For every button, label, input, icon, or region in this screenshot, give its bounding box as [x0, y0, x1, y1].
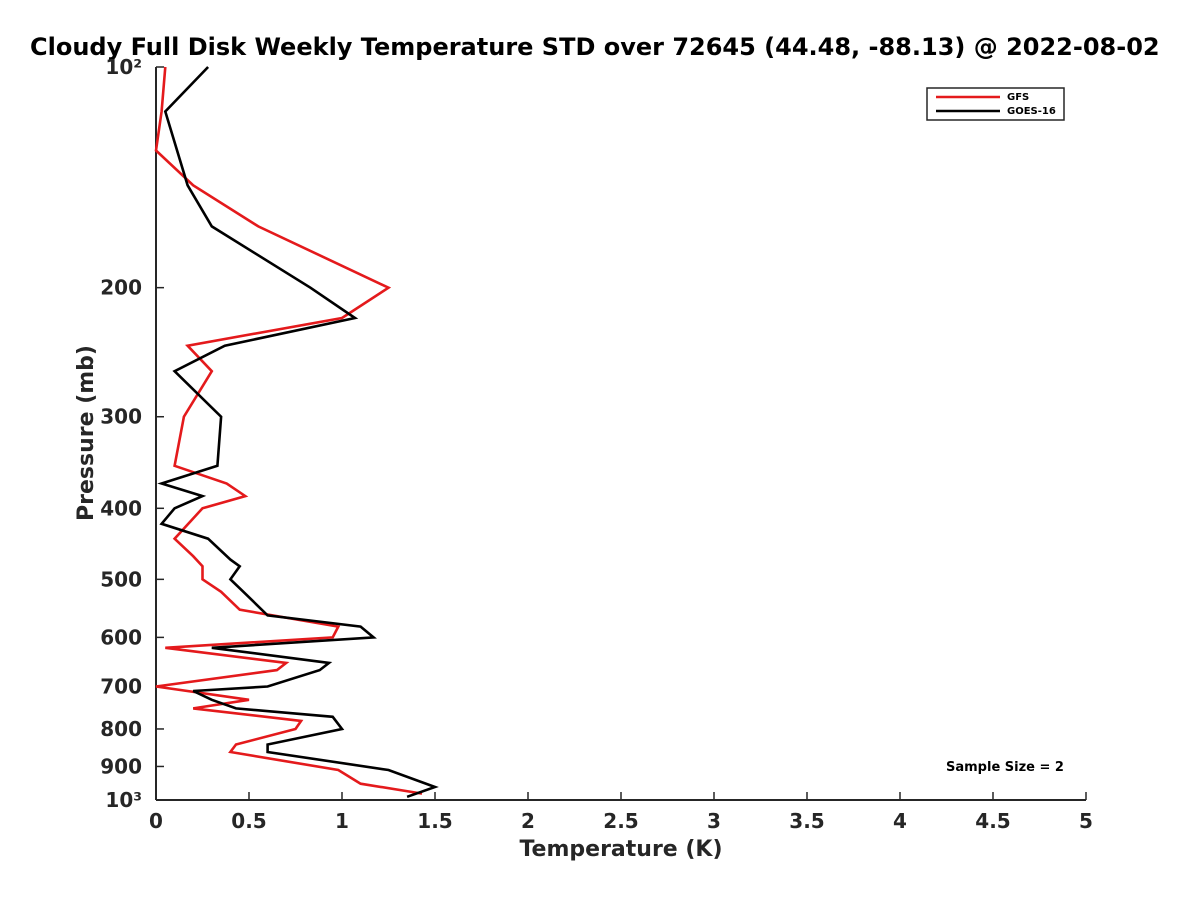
- x-tick-label: 2: [521, 809, 535, 833]
- x-tick-label: 3.5: [789, 809, 824, 833]
- x-tick-label: 1: [335, 809, 349, 833]
- x-axis-label: Temperature (K): [519, 837, 722, 862]
- chart-title: Cloudy Full Disk Weekly Temperature STD …: [30, 33, 1160, 61]
- x-tick-label: 4: [893, 809, 907, 833]
- legend-box: [926, 87, 1065, 121]
- x-tick-label: 0.5: [231, 809, 266, 833]
- series-lines: [154, 66, 439, 799]
- y-tick-label: 10²: [105, 55, 142, 79]
- y-tick-label: 300: [100, 405, 142, 429]
- series-line-goes16: [157, 66, 439, 799]
- x-ticks: 0 0.5 1 1.5 2 2.5 3 3.5 4 4.5 5: [149, 792, 1093, 833]
- y-tick-label: 700: [100, 674, 142, 698]
- y-axis-label: Pressure (mb): [74, 345, 99, 521]
- y-tick-label: 800: [100, 717, 142, 741]
- series-line-gfs: [154, 66, 423, 795]
- x-tick-label: 4.5: [975, 809, 1010, 833]
- y-tick-label: 200: [100, 276, 142, 300]
- x-tick-label: 0: [149, 809, 163, 833]
- legend: GFS GOES-16: [926, 87, 1065, 121]
- x-tick-label: 2.5: [603, 809, 638, 833]
- x-tick-label: 3: [707, 809, 721, 833]
- x-tick-label: 5: [1079, 809, 1093, 833]
- sample-size-annotation: Sample Size = 2: [946, 760, 1064, 775]
- y-tick-label: 900: [100, 754, 142, 778]
- y-tick-label: 400: [100, 496, 142, 520]
- y-tick-label: 500: [100, 567, 142, 591]
- y-ticks: 10² 200 300 400 500 600 700 800 900 10³: [100, 55, 164, 812]
- legend-label-goes16: GOES-16: [1007, 106, 1056, 117]
- axes: [155, 67, 1086, 801]
- legend-label-gfs: GFS: [1007, 92, 1029, 103]
- y-tick-label: 600: [100, 625, 142, 649]
- x-tick-label: 1.5: [417, 809, 452, 833]
- y-tick-label: 10³: [105, 788, 142, 812]
